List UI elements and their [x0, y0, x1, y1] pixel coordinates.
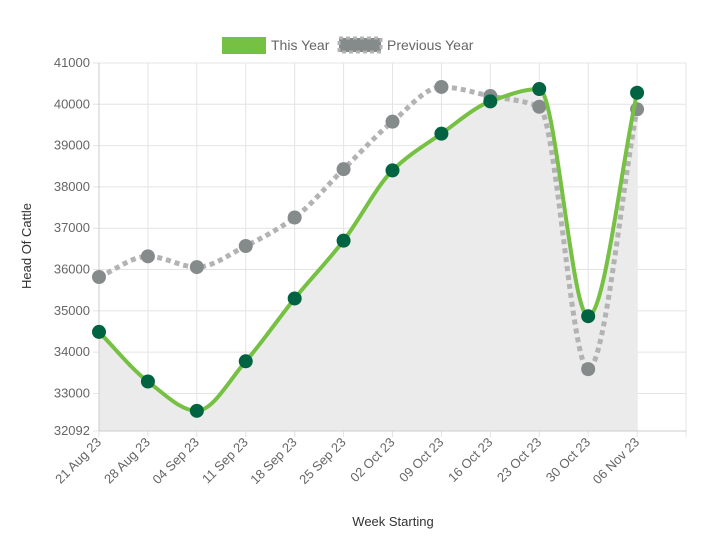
series-this-year-area: [99, 89, 638, 431]
point-previous-year: [238, 239, 253, 254]
legend-label-this-year: This Year: [271, 37, 330, 53]
point-previous-year: [532, 99, 547, 114]
legend-item-previous-year[interactable]: Previous Year: [337, 36, 474, 54]
point-this-year: [336, 233, 351, 248]
x-tick-label: 23 Oct 23: [494, 435, 544, 485]
legend: This Year Previous Year: [222, 36, 474, 54]
point-this-year: [189, 403, 204, 418]
x-tick-label: 09 Oct 23: [396, 435, 446, 485]
x-tick-label: 02 Oct 23: [347, 435, 397, 485]
x-tick-label: 16 Oct 23: [445, 435, 495, 485]
y-tick-label: 40000: [54, 96, 90, 111]
y-axis-title: Head Of Cattle: [19, 203, 34, 289]
point-this-year: [140, 374, 155, 389]
point-previous-year: [189, 260, 204, 275]
point-this-year: [287, 291, 302, 306]
x-tick-label: 04 Sep 23: [149, 435, 202, 488]
x-tick-label: 06 Nov 23: [590, 435, 643, 488]
x-tick-label: 11 Sep 23: [199, 435, 251, 487]
legend-label-previous-year: Previous Year: [387, 37, 474, 53]
legend-swatch-previous-year: [337, 36, 383, 54]
y-tick-label: 33000: [54, 385, 90, 400]
point-this-year: [483, 94, 498, 109]
legend-item-this-year[interactable]: This Year: [222, 37, 330, 54]
y-tick-label: 39000: [54, 138, 90, 153]
plot-area: [99, 89, 638, 431]
point-previous-year: [287, 210, 302, 225]
x-tick-label: 30 Oct 23: [543, 435, 593, 485]
x-tick-label: 28 Aug 23: [101, 435, 153, 487]
point-this-year: [92, 324, 106, 339]
point-previous-year: [385, 114, 400, 129]
x-tick-label: 21 Aug 23: [52, 435, 104, 487]
point-previous-year: [140, 249, 155, 264]
series-layer: [92, 79, 645, 418]
point-previous-year: [581, 362, 596, 377]
y-tick-label: 36000: [54, 262, 90, 277]
legend-swatch-this-year: [222, 37, 266, 54]
y-tick-label: 38000: [54, 179, 90, 194]
x-tick-label: 25 Sep 23: [296, 435, 349, 488]
point-previous-year: [92, 269, 106, 284]
y-axis: 41000 40000 39000 38000 37000 36000 35000 34000…: [54, 55, 100, 438]
y-tick-label: 41000: [54, 55, 90, 70]
point-this-year: [581, 309, 596, 324]
point-this-year: [434, 126, 449, 141]
y-tick-label: 37000: [54, 220, 90, 235]
x-tick-label: 18 Sep 23: [247, 435, 300, 488]
point-this-year: [630, 85, 645, 100]
y-tick-label: 34000: [54, 344, 90, 359]
point-previous-year: [336, 162, 351, 177]
point-previous-year: [434, 79, 449, 94]
x-axis-title: Week Starting: [352, 514, 433, 529]
point-this-year: [532, 82, 547, 97]
y-tick-label: 35000: [54, 303, 90, 318]
y-tick-label: 32092: [54, 423, 90, 438]
point-this-year: [385, 163, 400, 178]
point-this-year: [238, 354, 253, 369]
